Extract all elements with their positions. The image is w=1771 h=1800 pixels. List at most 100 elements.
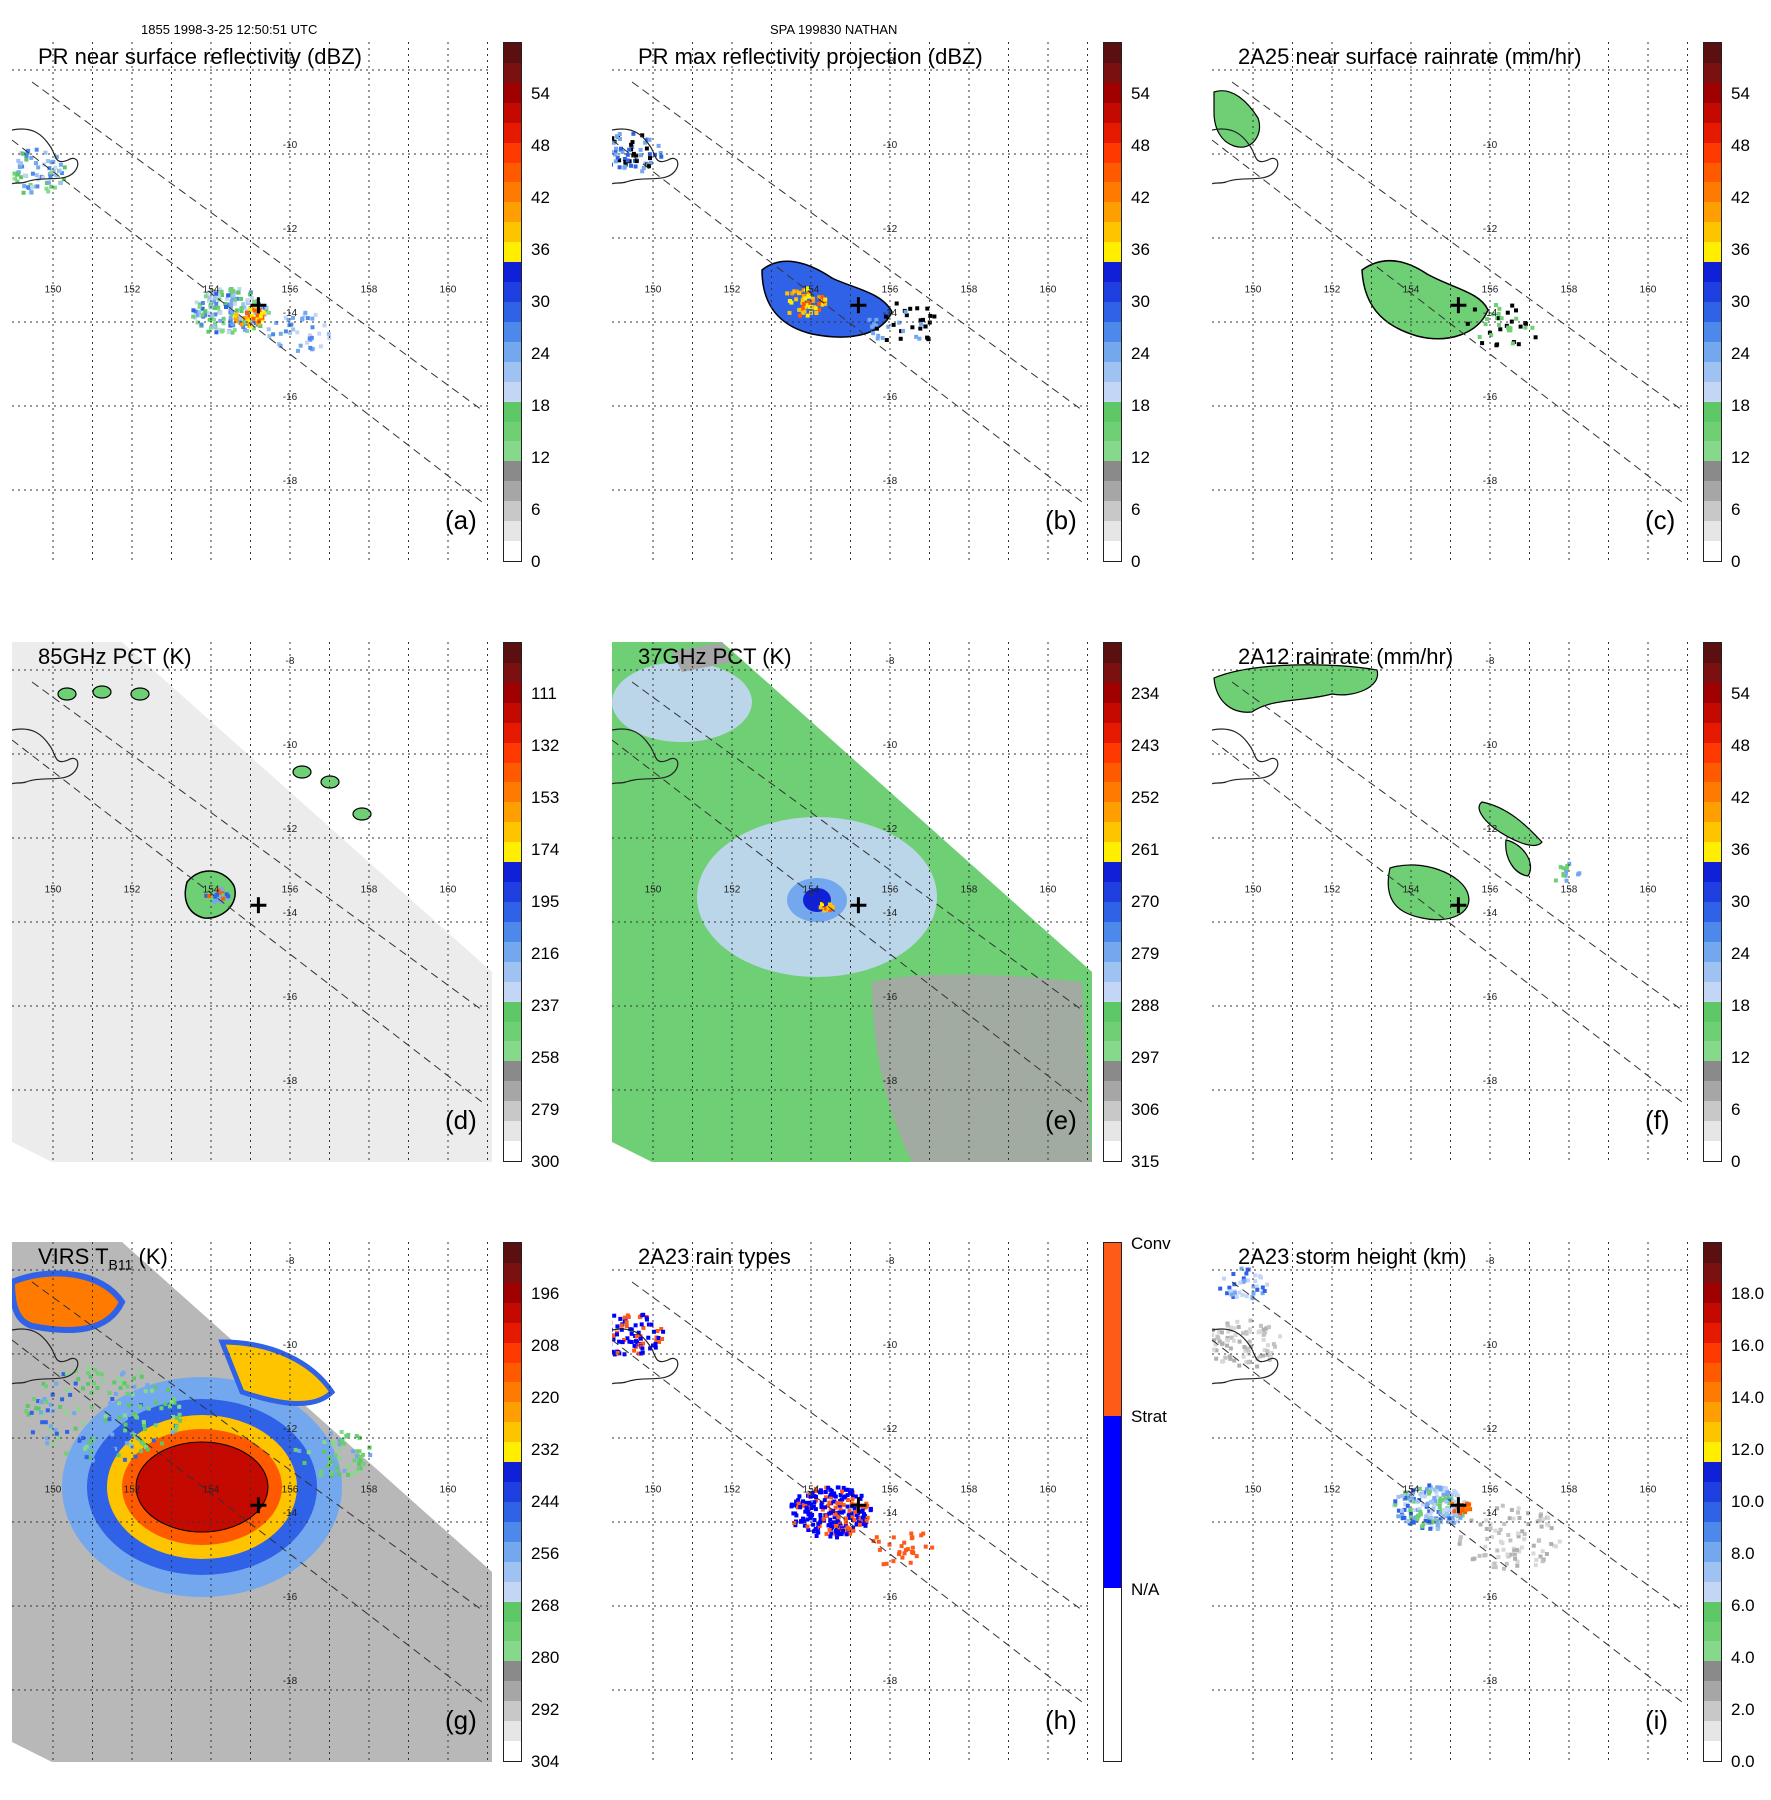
colorbar-segment — [1704, 1582, 1721, 1602]
colorbar-tick: 10.0 — [1731, 1492, 1764, 1512]
lon-label: 154 — [1403, 884, 1420, 895]
colorbar-segment — [1704, 43, 1721, 63]
lat-label: -16 — [1483, 992, 1498, 1003]
colorbar-segment — [1704, 103, 1721, 123]
colorbar-segment — [1104, 703, 1121, 723]
colorbar-segment — [504, 63, 521, 83]
colorbar-tick: 132 — [531, 736, 559, 756]
colorbar-segment — [504, 1462, 521, 1482]
colorbar-tick: 0 — [531, 552, 540, 572]
colorbar-segment — [1704, 143, 1721, 163]
colorbar-segment — [1104, 942, 1121, 962]
lat-label: -10 — [1483, 140, 1498, 151]
panel-label: (g) — [445, 1705, 477, 1736]
colorbar-tick: 258 — [531, 1048, 559, 1068]
colorbar-segment — [504, 362, 521, 382]
colorbar-segment — [1704, 322, 1721, 342]
colorbar-segment — [1104, 1002, 1121, 1022]
colorbar-tick: 288 — [1131, 996, 1159, 1016]
lat-label: -14 — [883, 1508, 898, 1519]
colorbar-tick: 306 — [1131, 1100, 1159, 1120]
colorbar-segment — [504, 262, 521, 282]
colorbar-segment — [1104, 222, 1121, 242]
lon-label: 154 — [803, 284, 820, 295]
colorbar-tick: 48 — [531, 136, 550, 156]
lat-label: -8 — [886, 656, 895, 667]
colorbar-segment — [504, 1681, 521, 1701]
colorbar-segment — [504, 1402, 521, 1422]
lon-label: 154 — [203, 884, 220, 895]
colorbar-segment — [504, 763, 521, 783]
colorbar-segment — [504, 382, 521, 402]
lat-label: -8 — [286, 656, 295, 667]
colorbar-segment — [504, 1081, 521, 1101]
colorbar-segment — [1704, 501, 1721, 521]
colorbar-tick: 268 — [531, 1596, 559, 1616]
colorbar-tick: 30 — [1731, 292, 1750, 312]
lon-label: 156 — [282, 1484, 299, 1495]
colorbar-tick: 30 — [1731, 892, 1750, 912]
colorbar-segment — [1104, 242, 1121, 262]
colorbar-segment — [504, 83, 521, 103]
colorbar-tick: 14.0 — [1731, 1388, 1764, 1408]
colorbar-segment — [504, 842, 521, 862]
colorbar-tick: 0 — [1131, 552, 1140, 572]
colorbar-tick: 2.0 — [1731, 1700, 1755, 1720]
colorbar-segment — [1704, 1522, 1721, 1542]
lon-label: 160 — [440, 284, 457, 295]
colorbar-segment — [1704, 1641, 1721, 1661]
colorbar-tick: 6 — [1731, 1100, 1740, 1120]
colorbar-segment — [504, 1283, 521, 1303]
colorbar-segment — [504, 782, 521, 802]
colorbar-segment — [1704, 163, 1721, 183]
colorbar-segment — [504, 1363, 521, 1383]
lon-label: 152 — [1324, 1484, 1341, 1495]
colorbar-segment — [504, 802, 521, 822]
colorbar-segment — [1704, 1442, 1721, 1462]
lon-label: 160 — [1640, 1484, 1657, 1495]
colorbar-segment — [504, 703, 521, 723]
colorbar-segment — [1104, 521, 1121, 541]
colorbar-segment — [1704, 1502, 1721, 1522]
colorbar-tick: 12 — [1131, 448, 1150, 468]
panel-title: 85GHz PCT (K) — [38, 644, 192, 670]
colorbar-tick: 153 — [531, 788, 559, 808]
lon-label: 160 — [1040, 1484, 1057, 1495]
title-text: 37GHz PCT (K) — [638, 644, 792, 669]
colorbar-segment — [1704, 1402, 1721, 1422]
colorbar-segment — [1704, 723, 1721, 743]
lat-label: -14 — [1483, 308, 1498, 319]
title-unit: (K) — [132, 1244, 167, 1269]
panel-label: (i) — [1645, 1705, 1668, 1736]
colorbar-segment — [1104, 723, 1121, 743]
colorbar-segment — [504, 541, 521, 561]
colorbar-segment — [504, 222, 521, 242]
lat-label: -8 — [1486, 656, 1495, 667]
lat-label: -8 — [886, 1256, 895, 1267]
colorbar-segment — [1704, 782, 1721, 802]
colorbar-tick: 18 — [531, 396, 550, 416]
colorbar-tick: 30 — [531, 292, 550, 312]
colorbar-tick: 48 — [1731, 136, 1750, 156]
colorbar-segment — [1704, 1622, 1721, 1642]
lat-label: -16 — [883, 392, 898, 403]
colorbar — [503, 42, 522, 562]
colorbar-segment — [1104, 962, 1121, 982]
colorbar-segment — [1104, 501, 1121, 521]
colorbar-segment — [1704, 262, 1721, 282]
colorbar-segment — [504, 1522, 521, 1542]
lat-label: -16 — [883, 1592, 898, 1603]
colorbar-segment — [1104, 262, 1121, 282]
colorbar-segment — [1704, 802, 1721, 822]
title-text: 2A23 rain types — [638, 1244, 791, 1269]
lat-label: -18 — [1483, 1676, 1498, 1687]
colorbar-tick: 36 — [1131, 240, 1150, 260]
lon-label: 160 — [440, 884, 457, 895]
lon-label: 156 — [282, 284, 299, 295]
title-text: 2A12 rainrate (mm/hr) — [1238, 644, 1453, 669]
